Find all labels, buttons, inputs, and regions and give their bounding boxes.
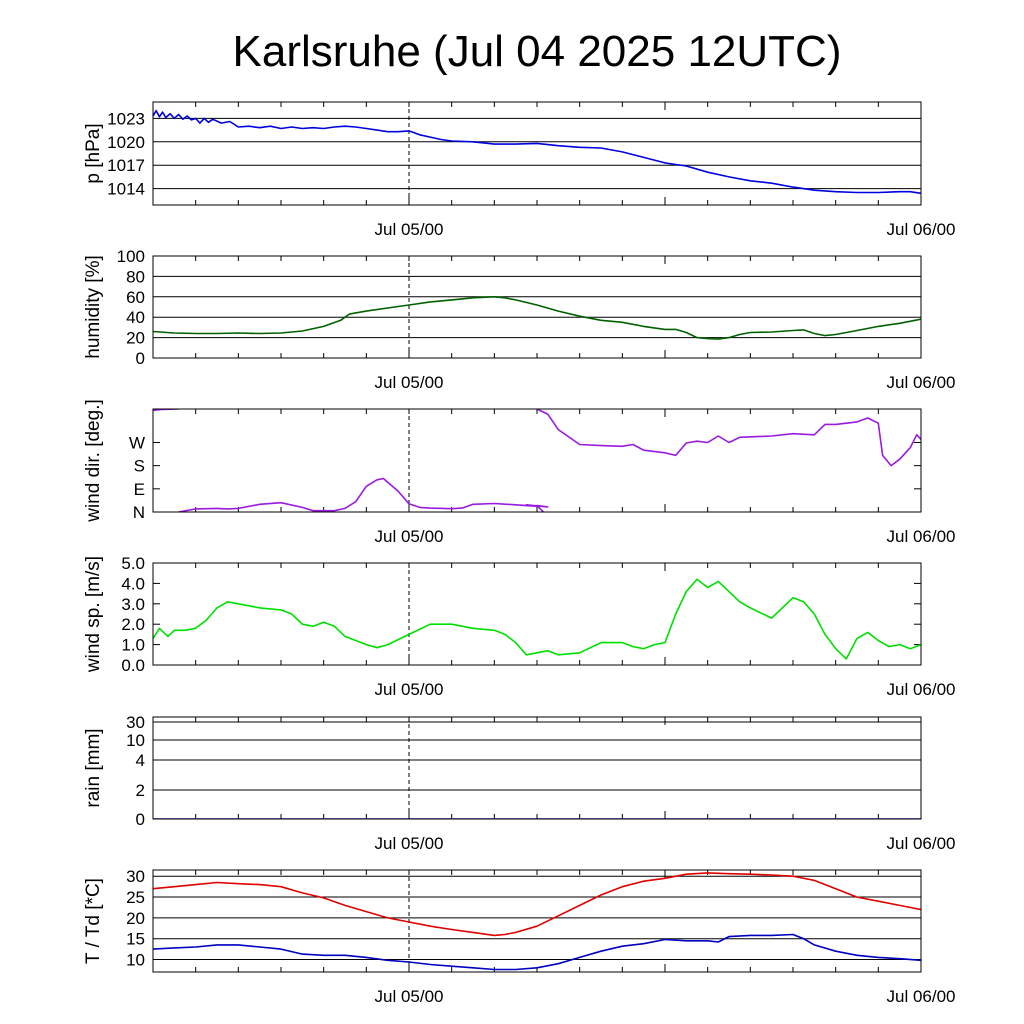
y-tick-label: 1023 bbox=[107, 109, 145, 128]
y-tick-label: 20 bbox=[126, 909, 145, 928]
y-axis-label: T / Td [*C] bbox=[83, 878, 104, 964]
x-tick-label: Jul 05/00 bbox=[375, 373, 444, 392]
y-tick-label: 3.0 bbox=[121, 595, 145, 614]
series-line-wind_dir-1 bbox=[178, 477, 549, 512]
y-tick-label: 1.0 bbox=[121, 636, 145, 655]
y-tick-label: 5.0 bbox=[121, 554, 145, 573]
x-tick-label: Jul 05/00 bbox=[375, 680, 444, 699]
y-tick-label: 4 bbox=[136, 751, 145, 770]
panel-wind_speed: 0.01.0 2.03.0 4.05.0 Jul 05/00 Jul 06/00 wind… bbox=[83, 554, 956, 699]
panel-frame bbox=[152, 408, 922, 513]
x-tick-label: Jul 06/00 bbox=[887, 527, 956, 546]
x-tick-label: Jul 05/00 bbox=[375, 527, 444, 546]
y-axis-label: wind dir. [deg.] bbox=[83, 399, 104, 523]
x-tick-label: Jul 06/00 bbox=[887, 373, 956, 392]
x-tick-label: Jul 05/00 bbox=[375, 987, 444, 1006]
chart-title: Karlsruhe (Jul 04 2025 12UTC) bbox=[233, 27, 842, 76]
panel-frame bbox=[152, 255, 922, 359]
y-tick-label: 40 bbox=[126, 308, 145, 327]
panel-frame bbox=[152, 562, 922, 666]
y-axis-label: rain [mm] bbox=[83, 728, 104, 807]
panel-frame bbox=[152, 716, 922, 820]
series-line-wind_speed-0 bbox=[153, 578, 921, 660]
y-tick-label: 0 bbox=[136, 810, 145, 829]
x-tick-label: Jul 06/00 bbox=[887, 220, 956, 239]
y-axis-label: p [hPa] bbox=[83, 123, 104, 183]
y-tick-label: 30 bbox=[126, 867, 145, 886]
y-tick-label: N bbox=[133, 503, 145, 522]
x-tick-label: Jul 05/00 bbox=[375, 220, 444, 239]
y-tick-label: 30 bbox=[126, 713, 145, 732]
series-line-pressure-0 bbox=[153, 109, 921, 195]
series-line-humidity-0 bbox=[153, 296, 921, 340]
y-tick-label: 1017 bbox=[107, 156, 145, 175]
panel-temperature: 10 15 20 25 30 Jul 05/00 Jul 06/00 T / Td [*C] bbox=[83, 867, 956, 1006]
y-tick-label: S bbox=[134, 457, 145, 476]
series-line-temperature-1 bbox=[153, 933, 921, 971]
y-tick-label: 0 bbox=[136, 349, 145, 368]
y-tick-label: 15 bbox=[126, 930, 145, 949]
y-tick-label: 80 bbox=[126, 267, 145, 286]
x-tick-label: Jul 05/00 bbox=[375, 834, 444, 853]
series-line-temperature-0 bbox=[153, 872, 921, 937]
y-tick-label: 2.0 bbox=[121, 615, 145, 634]
x-tick-label: Jul 06/00 bbox=[887, 680, 956, 699]
x-tick-label: Jul 06/00 bbox=[887, 987, 956, 1006]
y-tick-label: 0.0 bbox=[121, 656, 145, 675]
series-line-wind_dir-2 bbox=[536, 409, 921, 467]
y-tick-label: 60 bbox=[126, 288, 145, 307]
y-tick-label: 10 bbox=[126, 731, 145, 750]
y-tick-label: W bbox=[129, 433, 145, 452]
x-tick-label: Jul 06/00 bbox=[887, 834, 956, 853]
y-tick-label: 2 bbox=[136, 781, 145, 800]
y-tick-label: 10 bbox=[126, 951, 145, 970]
y-tick-label: 4.0 bbox=[121, 574, 145, 593]
y-tick-label: 1014 bbox=[107, 180, 145, 199]
panel-pressure: 1014 1017 1020 1023 Jul 05/00 Jul 06/00 p [hPa… bbox=[83, 101, 956, 239]
y-tick-label: E bbox=[134, 480, 145, 499]
panel-frame bbox=[152, 869, 922, 973]
y-tick-label: 1020 bbox=[107, 133, 145, 152]
y-tick-label: 20 bbox=[126, 329, 145, 348]
y-axis-label: wind sp. [m/s] bbox=[83, 556, 104, 673]
panel-frame bbox=[152, 101, 922, 206]
y-tick-label: 100 bbox=[117, 247, 145, 266]
y-axis-label: humidity [%] bbox=[83, 255, 104, 358]
y-tick-label: 25 bbox=[126, 888, 145, 907]
